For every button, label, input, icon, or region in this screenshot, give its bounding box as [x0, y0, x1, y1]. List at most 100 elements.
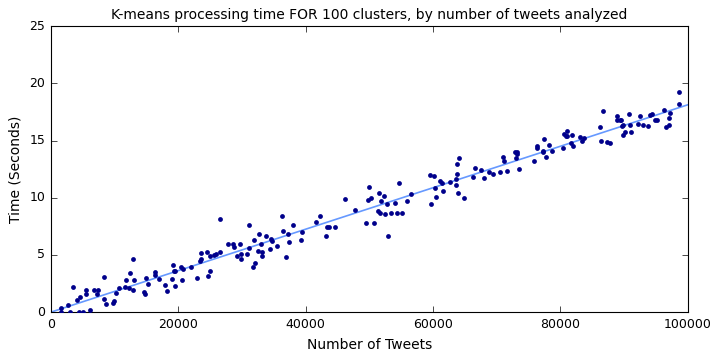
Point: [75, 294, 86, 300]
Point: [396, 210, 408, 216]
Point: [266, 238, 278, 243]
Point: [283, 239, 294, 245]
Point: [281, 255, 292, 260]
Point: [231, 253, 243, 259]
Point: [578, 135, 590, 141]
Point: [513, 166, 524, 172]
Point: [658, 107, 670, 113]
Point: [107, 300, 119, 306]
Point: [475, 167, 487, 172]
Point: [139, 291, 150, 297]
Point: [385, 210, 397, 216]
Point: [611, 117, 622, 123]
Point: [127, 256, 138, 262]
Point: [497, 154, 508, 159]
Point: [394, 180, 405, 185]
Point: [100, 301, 112, 306]
Point: [495, 169, 506, 175]
Point: [84, 307, 95, 312]
Point: [297, 230, 308, 235]
Point: [161, 288, 173, 294]
Point: [611, 113, 622, 119]
Point: [248, 264, 259, 269]
Y-axis label: Time (Seconds): Time (Seconds): [9, 116, 22, 223]
Point: [128, 277, 140, 283]
Point: [451, 171, 462, 177]
Point: [638, 122, 649, 128]
Point: [150, 272, 161, 278]
Point: [166, 276, 178, 282]
Point: [546, 148, 558, 154]
Point: [169, 283, 181, 289]
Point: [363, 197, 374, 203]
Point: [561, 133, 572, 139]
Point: [372, 208, 384, 214]
Point: [405, 191, 417, 197]
Point: [365, 195, 377, 201]
Point: [196, 250, 207, 256]
Point: [467, 174, 479, 180]
Point: [369, 220, 380, 226]
Point: [228, 244, 240, 250]
Point: [567, 143, 579, 148]
Point: [113, 285, 125, 291]
Point: [617, 122, 629, 128]
Point: [458, 195, 469, 201]
Point: [282, 231, 294, 237]
Point: [81, 287, 92, 293]
Point: [634, 113, 646, 119]
Point: [644, 112, 655, 117]
Point: [624, 122, 636, 128]
Point: [80, 292, 91, 297]
Point: [614, 118, 626, 123]
Point: [528, 158, 539, 164]
Point: [55, 305, 67, 311]
Point: [252, 248, 264, 254]
Point: [624, 111, 635, 117]
Point: [574, 134, 585, 140]
Point: [429, 185, 441, 190]
Point: [436, 181, 447, 186]
Point: [222, 241, 234, 247]
Point: [295, 237, 307, 243]
Point: [469, 166, 481, 171]
Point: [62, 302, 73, 308]
Point: [168, 269, 179, 274]
Point: [153, 276, 164, 282]
Point: [235, 257, 246, 262]
Point: [138, 289, 150, 295]
Point: [277, 228, 289, 234]
Point: [561, 128, 572, 134]
Point: [538, 148, 549, 154]
Point: [594, 125, 606, 130]
Point: [195, 256, 207, 262]
Title: K-means processing time FOR 100 clusters, by number of tweets analyzed: K-means processing time FOR 100 clusters…: [111, 8, 627, 22]
Point: [250, 260, 261, 266]
Point: [264, 247, 276, 252]
Point: [120, 284, 131, 289]
Point: [557, 145, 569, 151]
Point: [241, 252, 253, 257]
Point: [434, 178, 446, 184]
Point: [453, 190, 464, 195]
Point: [625, 129, 636, 135]
Point: [321, 224, 333, 230]
Point: [310, 219, 322, 224]
Point: [660, 124, 672, 130]
Point: [185, 264, 197, 270]
Point: [425, 201, 436, 207]
Point: [543, 142, 554, 148]
Point: [234, 241, 246, 247]
Point: [616, 117, 627, 123]
Point: [566, 140, 577, 145]
Point: [402, 198, 413, 204]
Point: [123, 285, 135, 291]
Point: [392, 210, 403, 216]
Point: [531, 144, 543, 149]
Point: [209, 252, 220, 258]
Point: [243, 245, 255, 251]
Point: [99, 296, 110, 302]
Point: [379, 193, 390, 199]
Point: [125, 270, 136, 276]
Point: [194, 258, 206, 264]
